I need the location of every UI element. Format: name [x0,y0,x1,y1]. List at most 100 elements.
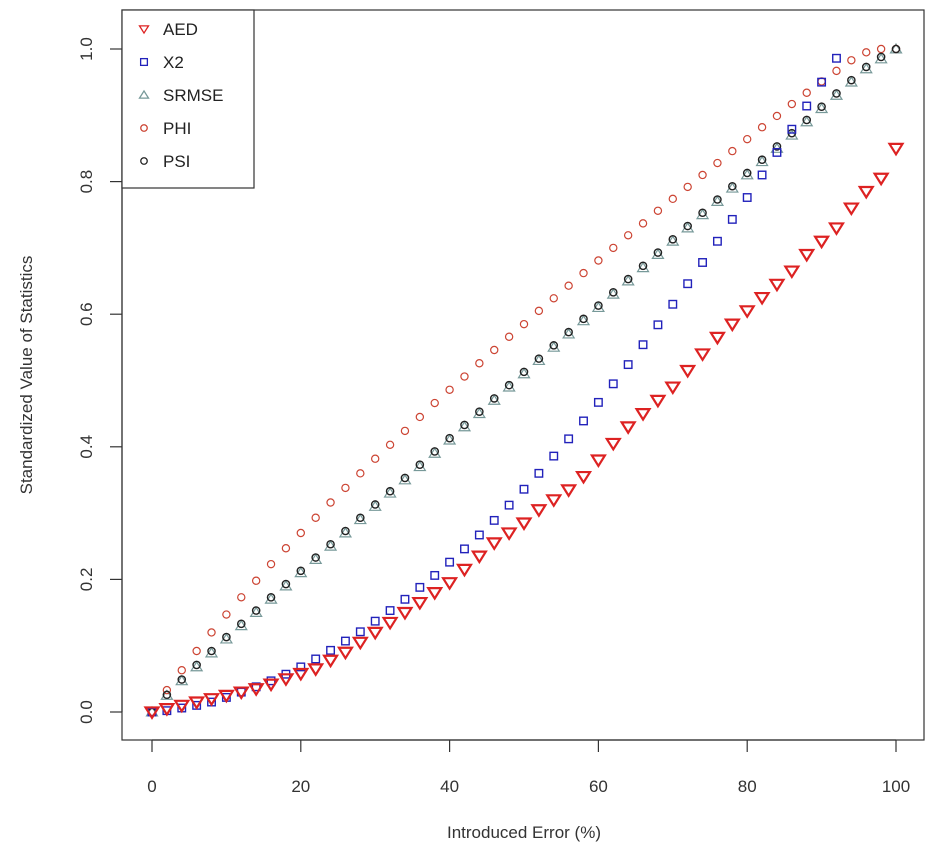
data-point-phi [207,628,216,637]
legend: AED X2 SRMSE PHI PSI [121,9,255,189]
data-point-x2 [653,320,663,330]
data-point-phi [251,576,261,585]
data-point-x2 [489,515,499,525]
data-point-aed [827,222,845,236]
data-point-psi [638,261,648,271]
data-point-phi [460,372,469,381]
data-point-aed [842,202,860,217]
data-point-phi [787,99,797,109]
data-point-x2 [519,484,529,494]
data-point-aed [708,331,726,346]
data-point-psi [608,288,618,297]
data-point-phi [177,666,186,675]
data-point-x2 [787,124,797,134]
data-point-x2 [802,101,812,111]
data-point-aed [619,421,637,435]
data-point-x2 [683,279,693,289]
data-point-aed [232,686,250,701]
data-point-psi [549,341,559,350]
data-point-psi [861,62,871,72]
data-point-psi [891,44,901,54]
data-point-x2 [370,616,380,626]
series-x2 [147,53,841,717]
data-point-phi [504,332,514,341]
data-point-x2 [727,214,737,224]
data-point-aed [143,706,161,720]
data-point-phi [847,56,856,65]
data-point-phi [743,134,752,144]
series-psi [147,44,901,717]
legend-label-aed: AED [163,20,198,39]
data-point-x2 [549,451,559,461]
data-point-phi [356,469,365,478]
data-point-psi [504,380,514,390]
data-point-x2 [340,636,350,646]
data-point-aed [872,172,890,187]
data-point-x2 [579,416,588,426]
data-point-x2 [460,544,469,554]
legend-label-srmse: SRMSE [163,86,223,105]
data-point-x2 [400,594,410,604]
x-tick-label: 0 [147,777,156,796]
data-point-x2 [415,582,425,592]
data-point-psi [594,301,603,310]
x-axis: 0 20 40 60 80 100 [147,739,910,796]
data-point-psi [802,115,812,125]
data-point-aed [381,616,399,631]
data-point-psi [757,155,767,165]
data-point-phi [192,646,201,656]
data-point-aed [158,703,176,717]
data-point-psi [415,460,425,470]
data-point-aed [857,185,875,200]
data-point-aed [664,381,682,396]
data-point-x2 [326,645,336,655]
data-point-aed [545,494,563,508]
data-point-phi [594,256,603,265]
data-point-x2 [504,500,514,510]
data-point-psi [489,394,499,403]
data-point-psi [311,553,320,562]
data-point-aed [634,408,652,422]
data-point-psi [445,433,454,443]
legend-marker-x2 [139,57,149,67]
data-point-aed [768,278,786,293]
data-point-phi [341,483,350,493]
data-point-phi [281,544,291,553]
data-point-psi [370,500,380,509]
data-point-psi [668,234,678,244]
data-point-psi [832,89,841,98]
data-point-psi [385,486,395,496]
legend-marker-phi [140,124,148,132]
data-point-aed [277,673,295,687]
data-point-aed [396,606,414,621]
data-point-psi [251,606,261,615]
data-point-srmse [175,674,189,686]
data-point-phi [162,685,172,695]
data-point-psi [742,168,752,178]
data-point-phi [802,88,811,97]
data-point-phi [579,268,588,278]
data-point-phi [475,359,484,368]
data-point-x2 [593,397,603,407]
data-point-psi [296,566,306,576]
data-point-phi [311,513,320,522]
data-point-psi [564,327,573,337]
y-tick-label: 0.6 [77,302,96,326]
data-point-phi [266,559,276,569]
data-point-psi [475,407,484,416]
y-tick-label: 0.0 [77,700,96,724]
data-point-aed [679,364,697,379]
data-point-aed [441,577,459,591]
y-axis: 0.0 0.2 0.4 0.6 0.8 1.0 [77,37,123,724]
legend-label-phi: PHI [163,119,191,138]
data-point-phi [638,219,648,228]
data-point-psi [341,526,350,536]
data-point-psi [162,690,172,700]
data-point-psi [817,102,826,111]
data-point-phi [713,158,722,168]
data-point-phi [549,294,558,303]
data-point-aed [351,636,369,651]
data-point-x2 [474,530,484,540]
data-point-phi [683,182,692,192]
data-point-psi [876,52,886,62]
